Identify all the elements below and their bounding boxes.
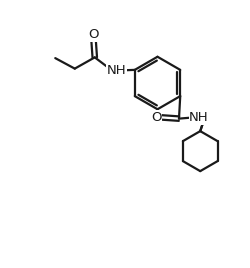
Text: O: O [88,28,99,41]
Text: O: O [151,111,162,124]
Text: NH: NH [189,111,209,124]
Text: NH: NH [107,64,126,77]
